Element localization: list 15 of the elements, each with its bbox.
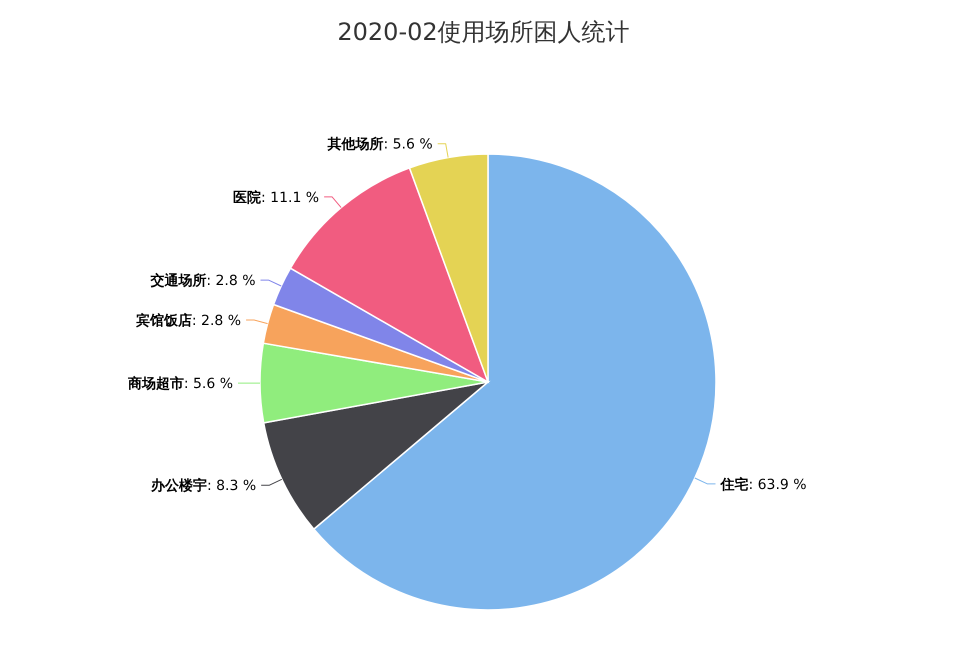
slice-label: 医院: [233, 188, 262, 206]
data-label: : 2.8 %: [206, 272, 256, 289]
data-label: : 5.6 %: [384, 136, 433, 153]
slice-label: 交通场所: [149, 272, 206, 289]
slice-label: 商场超市: [126, 375, 184, 392]
data-label: : 8.3 %: [206, 478, 256, 494]
slice-label: 办公楼宇: [150, 477, 207, 494]
slice-label: 宾馆饭店: [134, 312, 192, 329]
data-label: : 5.6 %: [184, 376, 234, 392]
slice-label: 住宅: [719, 476, 748, 493]
data-label: : 2.8 %: [192, 312, 242, 329]
chart-title: 2020-02使用场所困人统计: [336, 17, 631, 48]
data-label: : 63.9 %: [748, 476, 807, 493]
slice-label: 其他场所: [326, 136, 384, 153]
data-label: : 11.1 %: [261, 190, 320, 206]
